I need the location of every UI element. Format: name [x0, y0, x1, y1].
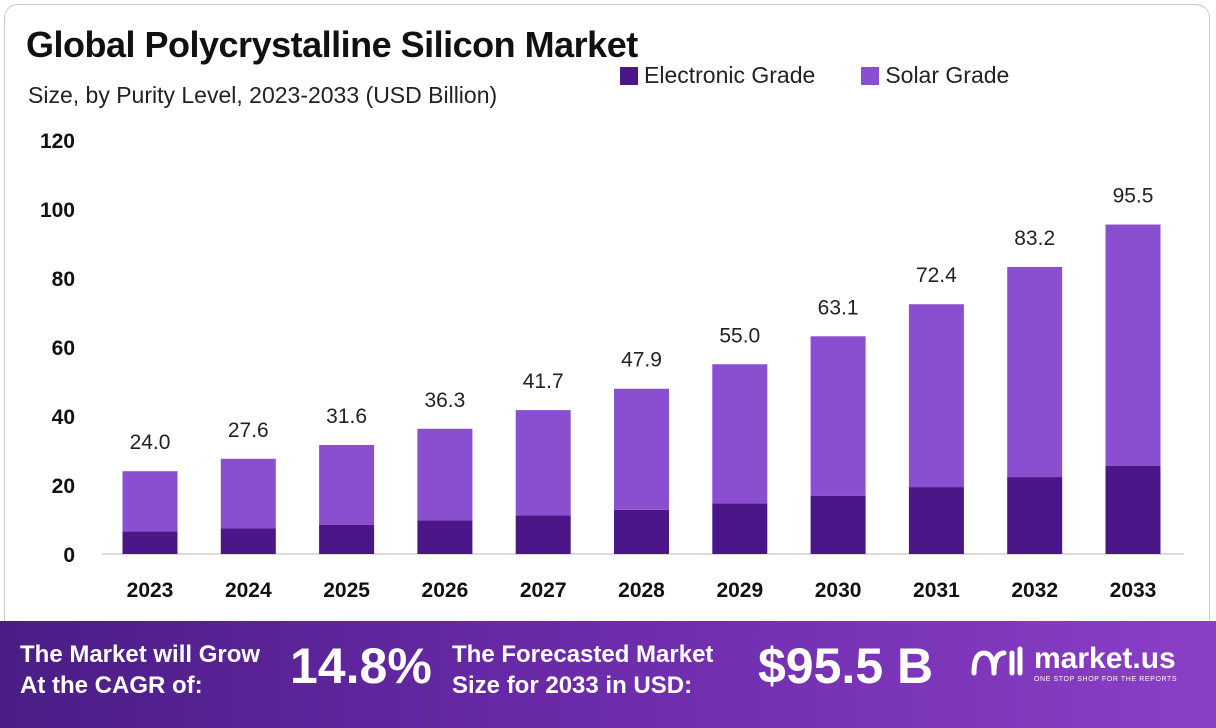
bar-electronic-grade: [122, 531, 178, 554]
forecast-caption-line2: Size for 2033 in USD:: [452, 672, 693, 699]
bar-electronic-grade: [417, 520, 473, 554]
bar-solar-grade: [319, 444, 375, 525]
bar-solar-grade: [810, 336, 866, 496]
x-tick-label: 2027: [520, 579, 567, 602]
forecast-caption-line1: The Forecasted Market: [452, 641, 714, 668]
bar-total-label: 41.7: [523, 370, 564, 393]
legend-label-electronic: Electronic Grade: [644, 62, 816, 88]
bar-total-label: 31.6: [326, 405, 367, 428]
bar-electronic-grade: [614, 509, 669, 554]
bar-solar-grade: [122, 471, 178, 532]
bar-total-label: 63.1: [818, 296, 859, 319]
bar-total-label: 27.6: [228, 419, 269, 442]
bar-solar-grade: [417, 428, 473, 521]
brand-name: market.us: [1034, 641, 1176, 675]
bar-electronic-grade: [1007, 477, 1063, 554]
cagr-caption: The Market will Grow At the CAGR of:: [20, 639, 260, 701]
x-tick-label: 2024: [225, 579, 272, 602]
x-tick-label: 2029: [716, 579, 763, 602]
bar-total-label: 24.0: [130, 431, 171, 454]
y-tick-label: 60: [52, 337, 75, 360]
x-tick-label: 2025: [323, 579, 370, 602]
bar-electronic-grade: [712, 503, 768, 554]
brand-tagline: ONE STOP SHOP FOR THE REPORTS: [1034, 675, 1178, 683]
y-tick-label: 0: [63, 544, 75, 567]
bar-electronic-grade: [515, 515, 571, 554]
bar-total-label: 72.4: [916, 264, 957, 287]
y-tick-label: 40: [52, 406, 75, 429]
brand-text: market.us ONE STOP SHOP FOR THE REPORTS: [1034, 641, 1178, 683]
legend: Electronic Grade Solar Grade: [620, 62, 1009, 89]
y-tick-label: 20: [52, 475, 75, 498]
forecast-value: $95.5 B: [758, 638, 934, 694]
y-tick-label: 100: [40, 199, 75, 222]
x-tick-label: 2032: [1011, 579, 1058, 602]
bar-solar-grade: [614, 388, 669, 510]
bar-total-label: 83.2: [1014, 227, 1055, 250]
forecast-caption: The Forecasted Market Size for 2033 in U…: [452, 639, 713, 701]
bar-electronic-grade: [1105, 465, 1161, 554]
bar-total-label: 36.3: [424, 389, 465, 412]
bar-solar-grade: [712, 364, 768, 504]
x-tick-label: 2028: [618, 579, 665, 602]
legend-label-solar: Solar Grade: [885, 62, 1010, 88]
bar-electronic-grade: [220, 528, 276, 554]
bar-chart: 0 20 40 60 80 100 120 24.0 2023 27.6 2024 31.6 2025 3…: [40, 130, 1184, 602]
bar-electronic-grade: [908, 487, 964, 554]
legend-item-electronic: Electronic Grade: [620, 62, 815, 89]
cagr-caption-line2: At the CAGR of:: [20, 672, 203, 699]
x-tick-label: 2031: [913, 579, 960, 602]
y-tick-label: 120: [40, 130, 75, 153]
brand-mark-icon: [971, 646, 1023, 676]
bar-solar-grade: [1105, 224, 1161, 466]
brand-logo: market.us ONE STOP SHOP FOR THE REPORTS: [970, 643, 1177, 683]
bar-total-label: 95.5: [1113, 185, 1154, 208]
y-tick-label: 80: [52, 268, 75, 291]
chart-subtitle: Size, by Purity Level, 2023-2033 (USD Bi…: [28, 82, 498, 108]
bar-solar-grade: [908, 304, 964, 488]
legend-item-solar: Solar Grade: [861, 62, 1009, 89]
chart-title: Global Polycrystalline Silicon Market: [26, 24, 638, 65]
x-tick-label: 2030: [815, 579, 862, 602]
bar-solar-grade: [515, 410, 571, 516]
footer-banner: The Market will Grow At the CAGR of: 14.…: [0, 621, 1216, 728]
bar-total-label: 47.9: [621, 349, 662, 372]
x-tick-label: 2026: [422, 579, 469, 602]
bar-solar-grade: [220, 458, 276, 529]
bar-electronic-grade: [810, 495, 866, 554]
bar-total-label: 55.0: [719, 324, 760, 347]
legend-swatch-electronic: [620, 66, 638, 85]
bar-solar-grade: [1007, 266, 1063, 478]
x-tick-label: 2023: [127, 579, 174, 602]
x-tick-label: 2033: [1110, 579, 1157, 602]
legend-swatch-solar: [861, 66, 880, 85]
cagr-caption-line1: The Market will Grow: [20, 641, 261, 668]
bar-electronic-grade: [319, 524, 375, 554]
cagr-value: 14.8%: [290, 638, 432, 694]
